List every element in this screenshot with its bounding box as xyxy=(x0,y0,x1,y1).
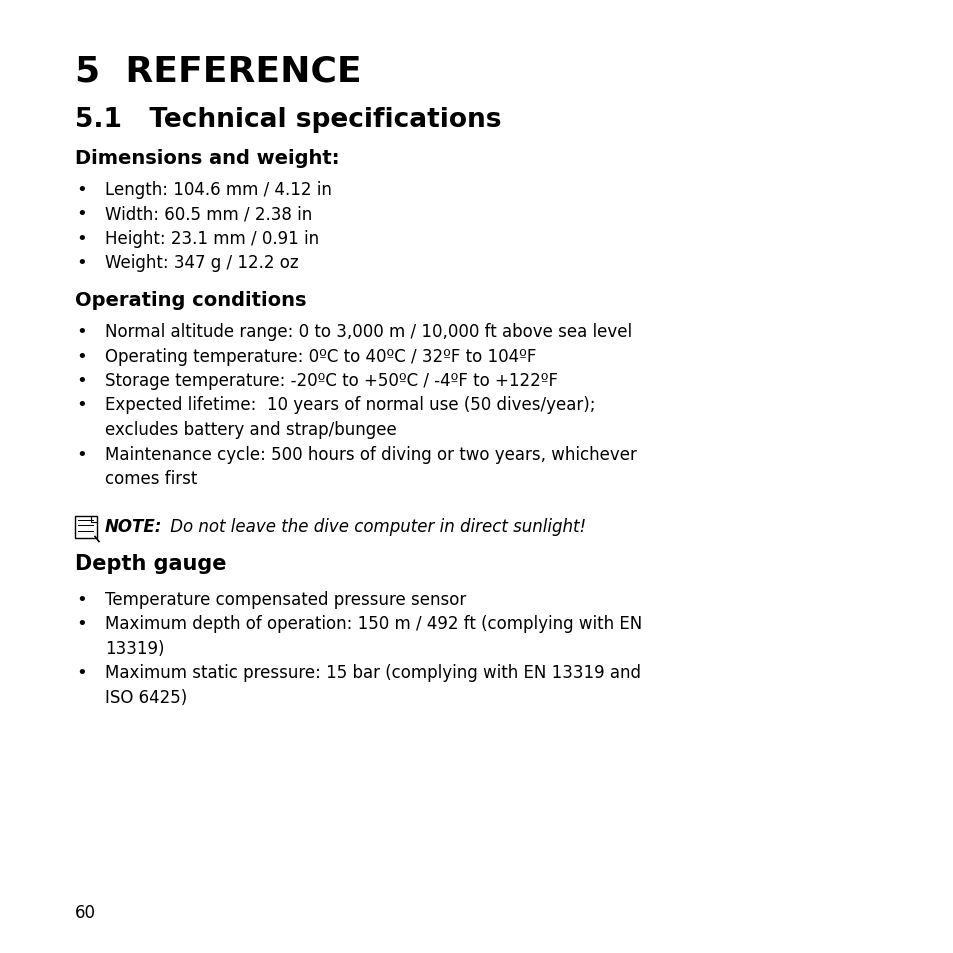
Text: Operating temperature: 0ºC to 40ºC / 32ºF to 104ºF: Operating temperature: 0ºC to 40ºC / 32º… xyxy=(105,347,536,365)
Text: Depth gauge: Depth gauge xyxy=(75,554,226,574)
Text: Weight: 347 g / 12.2 oz: Weight: 347 g / 12.2 oz xyxy=(105,254,298,273)
Text: Maximum static pressure: 15 bar (complying with EN 13319 and: Maximum static pressure: 15 bar (complyi… xyxy=(105,663,640,681)
Text: •: • xyxy=(76,323,88,340)
Text: •: • xyxy=(76,445,88,463)
Text: •: • xyxy=(76,396,88,414)
Text: Temperature compensated pressure sensor: Temperature compensated pressure sensor xyxy=(105,590,466,608)
Text: •: • xyxy=(76,663,88,681)
Text: •: • xyxy=(76,590,88,608)
Text: Operating conditions: Operating conditions xyxy=(75,291,306,310)
Bar xyxy=(75,516,97,537)
Text: •: • xyxy=(76,230,88,248)
Text: •: • xyxy=(76,372,88,390)
Text: •: • xyxy=(76,615,88,633)
Text: Maximum depth of operation: 150 m / 492 ft (complying with EN: Maximum depth of operation: 150 m / 492 … xyxy=(105,615,641,633)
Text: excludes battery and strap/bungee: excludes battery and strap/bungee xyxy=(105,420,396,438)
Text: •: • xyxy=(76,254,88,273)
Text: NOTE:: NOTE: xyxy=(105,518,162,536)
Text: Height: 23.1 mm / 0.91 in: Height: 23.1 mm / 0.91 in xyxy=(105,230,319,248)
Text: Expected lifetime:  10 years of normal use (50 dives/year);: Expected lifetime: 10 years of normal us… xyxy=(105,396,595,414)
Text: Do not leave the dive computer in direct sunlight!: Do not leave the dive computer in direct… xyxy=(165,518,585,536)
Text: Maintenance cycle: 500 hours of diving or two years, whichever: Maintenance cycle: 500 hours of diving o… xyxy=(105,445,637,463)
Text: Length: 104.6 mm / 4.12 in: Length: 104.6 mm / 4.12 in xyxy=(105,181,332,199)
Text: Storage temperature: -20ºC to +50ºC / -4ºF to +122ºF: Storage temperature: -20ºC to +50ºC / -4… xyxy=(105,372,558,390)
Text: •: • xyxy=(76,347,88,365)
Text: 13319): 13319) xyxy=(105,639,164,657)
Text: 5.1   Technical specifications: 5.1 Technical specifications xyxy=(75,107,501,132)
Text: Width: 60.5 mm / 2.38 in: Width: 60.5 mm / 2.38 in xyxy=(105,205,312,223)
Text: 60: 60 xyxy=(75,903,96,921)
Text: Dimensions and weight:: Dimensions and weight: xyxy=(75,149,339,168)
Text: •: • xyxy=(76,205,88,223)
Text: ISO 6425): ISO 6425) xyxy=(105,688,187,706)
Text: •: • xyxy=(76,181,88,199)
Text: comes first: comes first xyxy=(105,470,197,488)
Text: 5  REFERENCE: 5 REFERENCE xyxy=(75,55,361,89)
Text: Normal altitude range: 0 to 3,000 m / 10,000 ft above sea level: Normal altitude range: 0 to 3,000 m / 10… xyxy=(105,323,632,340)
